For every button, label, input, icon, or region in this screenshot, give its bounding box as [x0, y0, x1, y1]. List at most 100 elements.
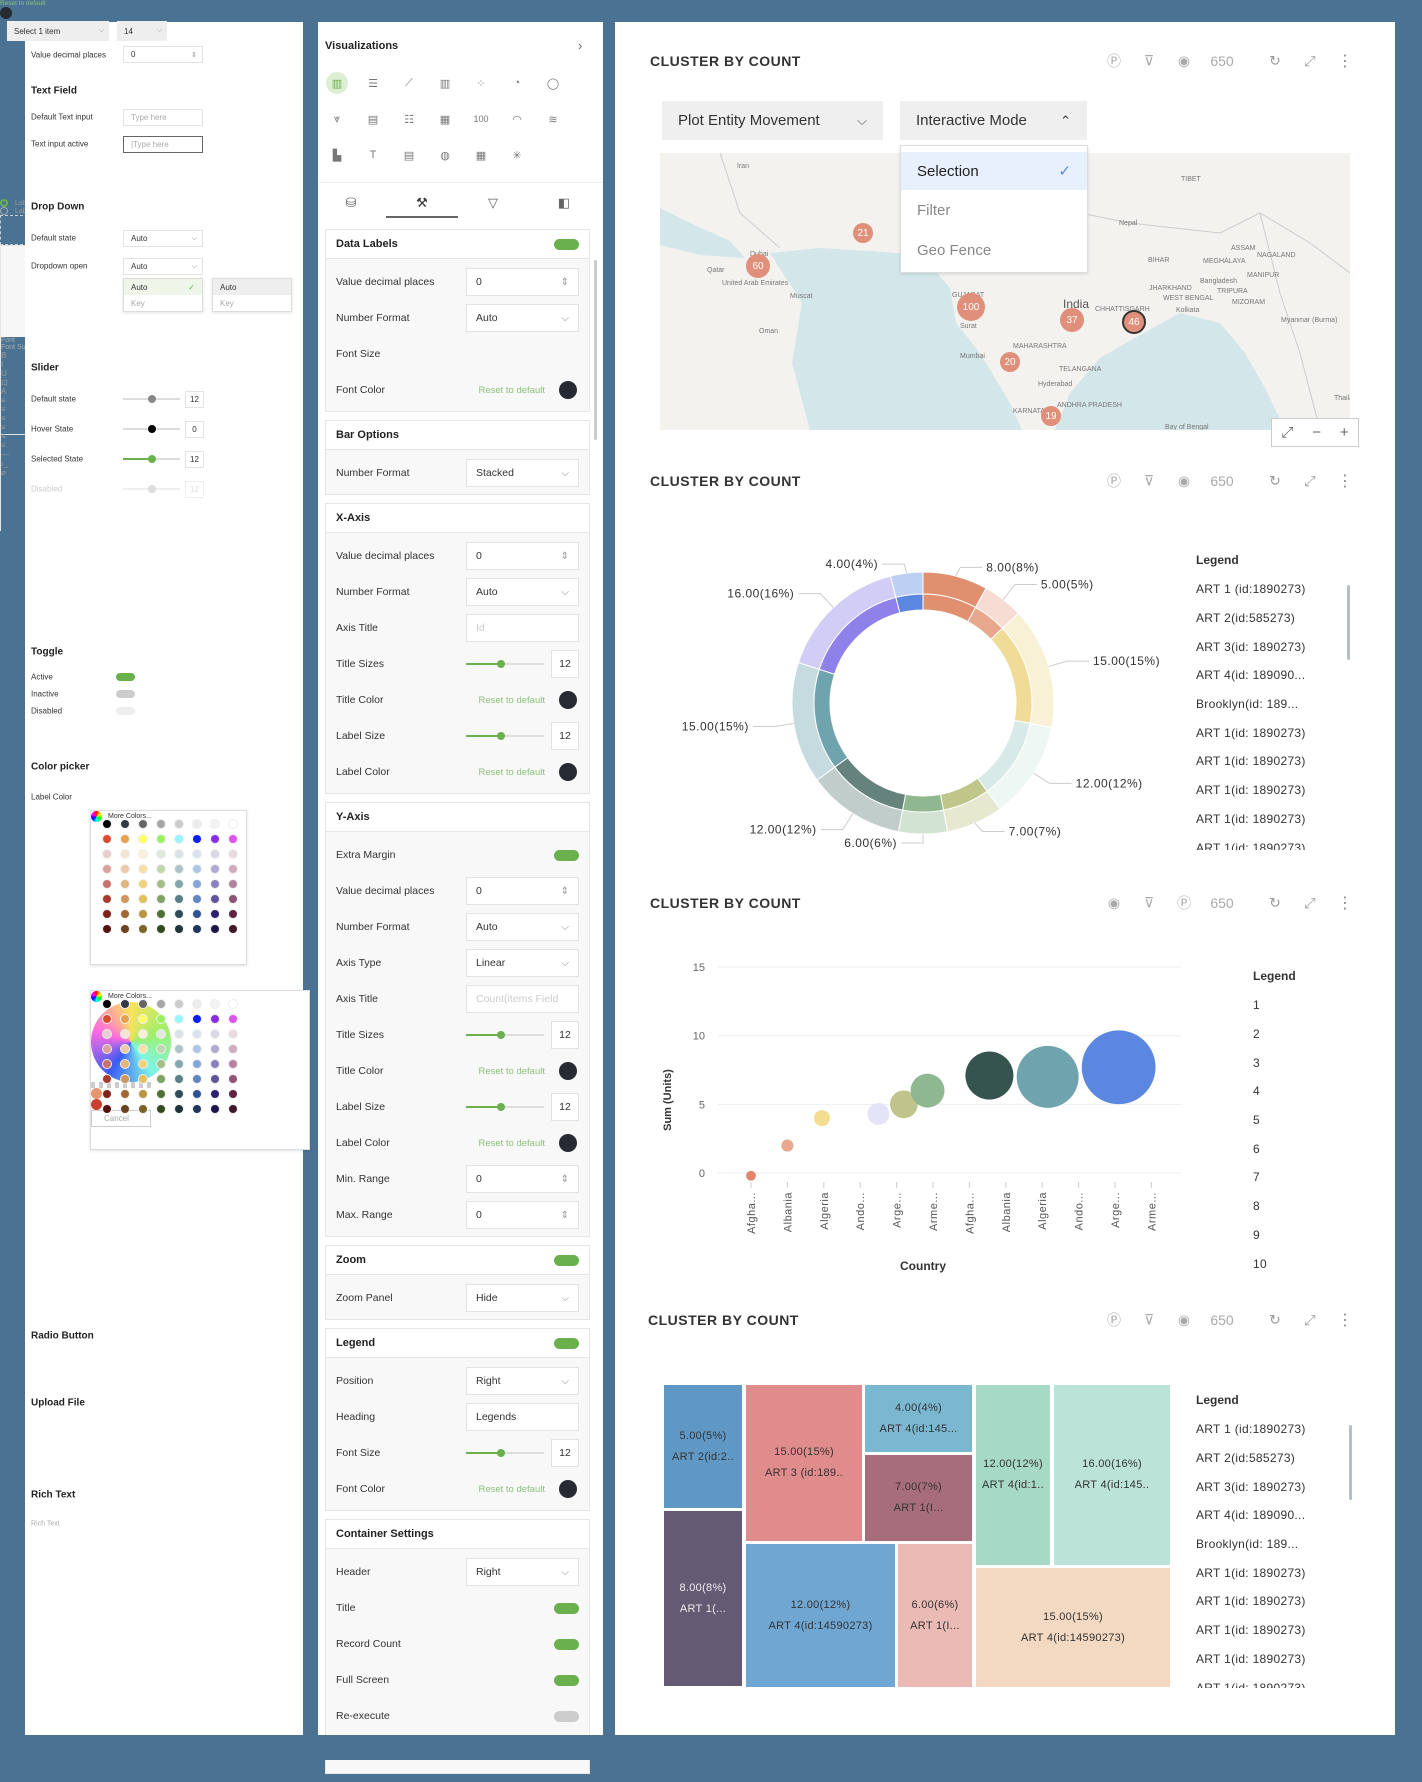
min-range-stepper[interactable]: 0 ⇕ — [466, 1165, 579, 1193]
slider-track[interactable] — [466, 732, 544, 740]
heading-input[interactable]: Legends — [466, 1403, 579, 1431]
color-swatch[interactable] — [192, 1029, 202, 1039]
number-format-select[interactable]: Auto ⌵ — [466, 578, 579, 606]
toggle-inactive[interactable] — [116, 690, 135, 698]
color-swatch[interactable] — [120, 1044, 130, 1054]
color-swatch[interactable] — [120, 849, 130, 859]
toggle-active[interactable] — [116, 673, 135, 681]
donut-chart-icon[interactable]: ◯ — [546, 77, 560, 90]
color-swatch[interactable] — [102, 894, 112, 904]
p-icon[interactable]: Ⓟ — [1107, 473, 1121, 489]
refresh-icon[interactable]: ↻ — [1269, 894, 1281, 911]
color-swatch[interactable] — [192, 1089, 202, 1099]
treemap-tile[interactable]: 4.00(4%) ART 4(id:145... — [864, 1384, 973, 1453]
refresh-icon[interactable]: ↻ — [1269, 52, 1281, 69]
color-swatch[interactable] — [138, 1089, 148, 1099]
default-text-input[interactable]: Type here — [123, 109, 203, 126]
filter-icon[interactable]: ⊽ — [1143, 894, 1155, 911]
color-swatch[interactable] — [102, 1104, 112, 1114]
color-swatch[interactable] — [120, 879, 130, 889]
value-decimal-places-stepper[interactable]: 0 ⇕ — [466, 268, 579, 296]
color-swatch[interactable] — [120, 834, 130, 844]
eye-icon[interactable]: ◉ — [1177, 472, 1191, 489]
line-chart-icon[interactable]: ⟋ — [405, 76, 413, 89]
color-swatch[interactable] — [156, 909, 166, 919]
bullet-list-icon[interactable]: ≡ — [1, 396, 6, 405]
format-tab[interactable]: ⚒ — [416, 195, 428, 210]
color-swatch[interactable] — [174, 894, 184, 904]
italic-icon[interactable]: I — [1, 360, 4, 369]
slider-track[interactable] — [466, 1449, 544, 1457]
menu-item-geo-fence[interactable]: Geo Fence — [917, 241, 992, 259]
color-swatch[interactable] — [102, 909, 112, 919]
color-swatch[interactable] — [156, 1044, 166, 1054]
number-format-select[interactable]: Stacked ⌵ — [466, 459, 579, 487]
color-swatch[interactable] — [138, 1104, 148, 1114]
menu-item-selection[interactable]: Selection ✓ — [901, 152, 1087, 190]
color-swatch[interactable] — [102, 819, 112, 829]
color-swatch[interactable] — [156, 864, 166, 874]
color-swatch[interactable] — [228, 834, 238, 844]
color-swatch[interactable] — [174, 1074, 184, 1084]
color-swatch[interactable] — [559, 1062, 577, 1080]
column-chart-icon[interactable]: ▥ — [326, 72, 348, 94]
filter-tab[interactable]: ▽ — [488, 195, 498, 210]
kebab-menu-icon[interactable]: ⋮ — [1337, 473, 1353, 490]
map-cluster-marker[interactable]: 46 — [1122, 310, 1146, 334]
legend-item[interactable]: 1 — [1253, 991, 1353, 1020]
kebab-menu-icon[interactable]: ⋮ — [1337, 53, 1353, 70]
option-key[interactable]: Key — [220, 298, 234, 308]
color-swatch[interactable] — [102, 1074, 112, 1084]
color-swatch[interactable] — [138, 1059, 148, 1069]
color-swatch[interactable] — [156, 849, 166, 859]
color-swatch[interactable] — [174, 1014, 184, 1024]
legend-item[interactable]: ART 4(id: 189090... — [1196, 661, 1346, 690]
treemap-tile[interactable]: 12.00(12%) ART 4(id:1.. — [975, 1384, 1051, 1566]
color-swatch[interactable] — [138, 894, 148, 904]
legend-item[interactable]: 3 — [1253, 1048, 1353, 1077]
justify-icon[interactable]: ≡ — [1, 441, 6, 450]
refresh-icon[interactable]: ↻ — [1269, 1311, 1281, 1328]
color-swatch[interactable] — [559, 1480, 577, 1498]
axis-title-input[interactable]: Id — [466, 614, 579, 642]
color-swatch[interactable] — [120, 864, 130, 874]
legend-item[interactable]: 10 — [1253, 1249, 1353, 1278]
expand-icon[interactable]: ⤢ — [1304, 1311, 1316, 1328]
fit-bounds-icon[interactable]: ⤢ — [1281, 424, 1294, 441]
legend-item[interactable]: ART 1 (id:1890273) — [1196, 575, 1346, 604]
current-color-swatch[interactable] — [0, 7, 12, 19]
color-swatch[interactable] — [120, 1089, 130, 1099]
color-swatch[interactable] — [210, 834, 220, 844]
color-swatch[interactable] — [228, 1014, 238, 1024]
color-swatch[interactable] — [174, 1059, 184, 1069]
network-icon[interactable]: ✳ — [512, 149, 522, 162]
funnel-list-icon[interactable]: ⩔ — [333, 112, 341, 125]
align-center-icon[interactable]: ≡ — [1, 423, 6, 432]
color-swatch[interactable] — [102, 879, 112, 889]
color-swatch[interactable] — [228, 909, 238, 919]
color-swatch[interactable] — [210, 1044, 220, 1054]
color-swatch[interactable] — [228, 1059, 238, 1069]
color-swatch[interactable] — [138, 999, 148, 1009]
color-swatch[interactable] — [138, 879, 148, 889]
color-swatch[interactable] — [210, 999, 220, 1009]
legend-item[interactable]: ART 1(id: 1890273) — [1196, 833, 1346, 850]
map-cluster-marker[interactable]: 19 — [1041, 406, 1061, 426]
color-swatch[interactable] — [210, 909, 220, 919]
bubble-point-7[interactable] — [965, 1051, 1014, 1100]
color-swatch[interactable] — [138, 864, 148, 874]
color-swatch[interactable] — [102, 1044, 112, 1054]
full-screen-toggle[interactable] — [554, 1674, 579, 1686]
color-swatch[interactable] — [102, 1089, 112, 1099]
bold-icon[interactable]: B — [1, 351, 7, 360]
slider-value-input[interactable]: 12 — [551, 722, 579, 750]
legend-item[interactable]: ART 1(id: 1890273) — [1196, 747, 1346, 776]
reset-to-default-link[interactable]: Reset to default — [478, 384, 545, 396]
legend-item[interactable]: ART 1(id: 1890273) — [1196, 1645, 1346, 1674]
color-swatch[interactable] — [210, 1029, 220, 1039]
slider-thumb[interactable] — [147, 425, 156, 433]
legend-scrollbar[interactable] — [1349, 1425, 1352, 1500]
treemap-tile[interactable]: 6.00(6%) ART 1(I... — [897, 1543, 973, 1688]
heatmap-icon[interactable]: ≋ — [548, 113, 558, 126]
legend-item[interactable]: 7 — [1253, 1163, 1353, 1192]
